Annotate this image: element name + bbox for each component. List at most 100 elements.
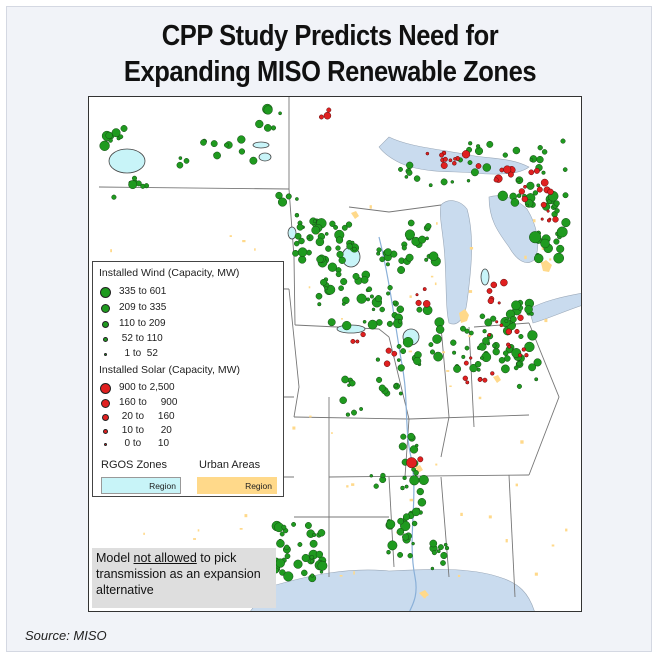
wind-site-marker	[432, 334, 442, 344]
wind-site-marker	[237, 135, 246, 144]
wind-site-marker	[398, 442, 407, 451]
solar-site-marker	[507, 171, 514, 178]
solar-class-2-label: 160 to 900	[119, 397, 178, 408]
wind-site-marker	[490, 315, 497, 322]
note-text-1: Model	[96, 551, 134, 565]
wind-site-marker	[553, 238, 560, 245]
solar-site-marker	[487, 333, 492, 337]
wind-site-marker	[306, 235, 311, 240]
wind-site-marker	[291, 521, 297, 527]
wind-site-marker	[315, 550, 324, 559]
wind-site-marker	[537, 145, 543, 151]
urban-area-patch	[533, 219, 536, 223]
solar-site-marker	[528, 169, 535, 176]
wind-site-marker	[560, 138, 566, 144]
wind-site-marker	[319, 570, 324, 574]
urban-area-patch	[408, 350, 412, 353]
wind-site-marker	[532, 190, 539, 196]
solar-site-marker	[406, 457, 418, 469]
wind-site-marker	[440, 551, 448, 560]
wind-site-marker	[511, 300, 521, 311]
wind-site-marker	[417, 498, 427, 507]
wind-site-marker	[418, 474, 429, 486]
solar-site-marker	[493, 177, 499, 183]
solar-site-marker	[463, 360, 469, 366]
solar-site-marker	[505, 328, 512, 335]
solar-symbol-1	[100, 383, 111, 394]
wind-site-marker	[311, 225, 321, 235]
solar-site-marker	[469, 356, 473, 360]
urban-area-patch	[353, 571, 355, 575]
solar-class-1-label: 900 to 2,500	[119, 382, 175, 393]
wind-site-marker	[276, 539, 285, 548]
model-note: Model not allowed to pick transmission a…	[92, 548, 276, 608]
solar-site-marker	[385, 347, 392, 354]
solar-class-5: 0 to 10	[97, 437, 277, 451]
solar-site-marker	[546, 218, 551, 223]
urban-area-patch	[446, 370, 450, 372]
wind-site-marker	[482, 163, 492, 172]
source-caption: Source: MISO	[25, 628, 107, 643]
wind-site-marker	[369, 294, 374, 299]
wind-site-marker	[350, 240, 355, 245]
wind-site-marker	[378, 384, 386, 392]
wind-sites	[99, 103, 571, 583]
wind-site-marker	[386, 320, 393, 327]
wind-site-marker	[327, 262, 338, 272]
wind-site-marker	[367, 319, 378, 330]
wind-site-marker	[533, 358, 542, 367]
wind-site-marker	[516, 361, 522, 367]
wind-site-marker	[411, 507, 421, 517]
wind-site-marker	[540, 238, 550, 249]
solar-site-marker	[517, 353, 523, 358]
wind-site-marker	[374, 295, 383, 303]
solar-site-marker	[497, 301, 501, 305]
wind-site-marker	[347, 383, 351, 387]
urban-area-patch	[308, 286, 311, 289]
wind-site-marker	[352, 272, 360, 280]
wind-site-marker	[345, 221, 353, 228]
wind-site-marker	[431, 550, 437, 556]
wind-site-marker	[396, 343, 402, 349]
wind-site-marker	[553, 252, 565, 264]
solar-class-3: 20 to 160	[97, 410, 277, 424]
wind-site-marker	[429, 349, 436, 355]
urban-area-patch	[193, 538, 196, 540]
urban-minneapolis	[351, 211, 359, 219]
wind-site-marker	[467, 160, 473, 166]
wind-site-marker	[469, 330, 474, 336]
wind-site-marker	[213, 151, 221, 160]
wind-site-marker	[385, 262, 390, 267]
wind-site-marker	[325, 245, 332, 252]
wind-site-marker	[416, 306, 423, 313]
urban-area-patch	[242, 240, 246, 243]
urban-area-patch	[520, 440, 524, 444]
wind-class-4-label: 52 to 110	[119, 333, 163, 344]
urban-area-patch	[505, 539, 508, 543]
wind-site-marker	[284, 553, 291, 560]
lake-michigan	[440, 200, 472, 325]
wind-class-5: 1 to 52	[97, 347, 277, 361]
wind-site-marker	[437, 544, 444, 551]
wind-site-marker	[413, 175, 421, 182]
solar-site-marker	[536, 186, 543, 193]
wind-site-marker	[397, 266, 406, 274]
wind-site-marker	[301, 569, 308, 577]
wind-symbol-5	[104, 353, 107, 356]
urban-area-patch	[449, 385, 452, 387]
solar-site-marker	[323, 111, 332, 120]
wind-site-marker	[429, 539, 438, 548]
wind-site-marker	[210, 140, 218, 148]
wind-site-marker	[510, 198, 520, 207]
wind-site-marker	[284, 544, 290, 551]
wind-site-marker	[424, 257, 429, 262]
solar-class-4: 10 to 20	[97, 424, 277, 438]
wind-site-marker	[398, 166, 403, 172]
solar-site-marker	[521, 195, 528, 203]
wind-site-marker	[356, 293, 367, 304]
wind-site-marker	[293, 559, 303, 569]
wind-site-marker	[430, 566, 435, 571]
wind-site-marker	[131, 175, 138, 181]
solar-site-marker	[326, 107, 332, 113]
wind-site-marker	[534, 377, 539, 382]
